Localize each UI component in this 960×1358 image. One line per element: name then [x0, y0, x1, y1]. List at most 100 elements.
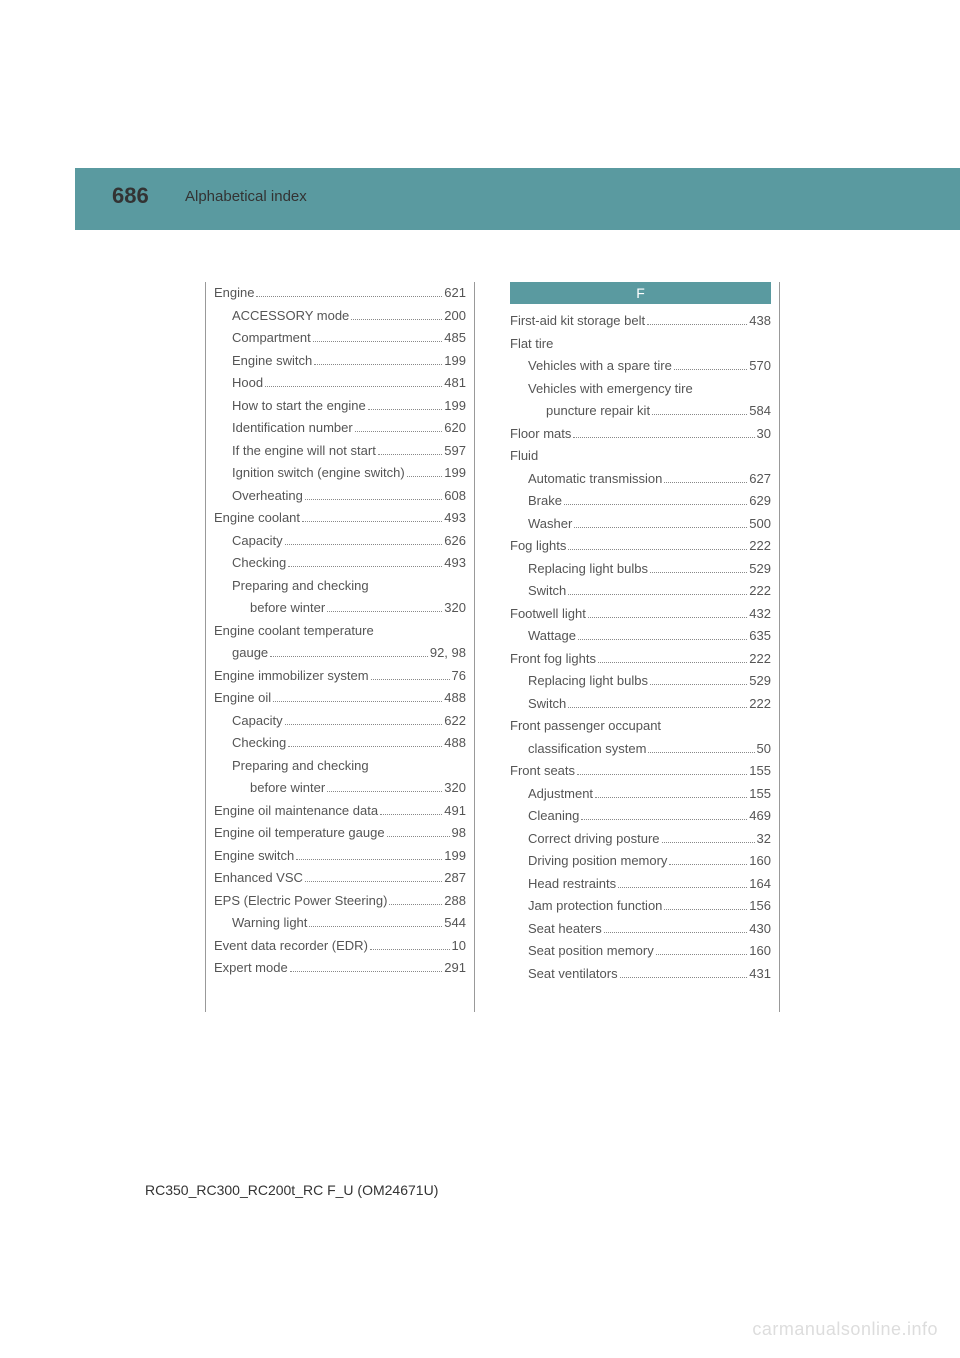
index-entry: Correct driving posture32	[510, 828, 771, 851]
entry-label: gauge	[232, 642, 268, 665]
entry-page: 222	[749, 580, 771, 603]
dot-leader	[568, 549, 747, 550]
index-entry: Engine switch199	[214, 350, 466, 373]
entry-label: Event data recorder (EDR)	[214, 935, 368, 958]
index-entry: Event data recorder (EDR)10	[214, 935, 466, 958]
dot-leader	[285, 544, 443, 545]
dot-leader	[273, 701, 442, 702]
dot-leader	[371, 679, 450, 680]
index-entry: Engine switch199	[214, 845, 466, 868]
entry-label: Capacity	[232, 530, 283, 553]
dot-leader	[650, 684, 747, 685]
index-entry: Enhanced VSC287	[214, 867, 466, 890]
entry-label: Engine oil	[214, 687, 271, 710]
entry-page: 488	[444, 687, 466, 710]
entry-label: Floor mats	[510, 423, 571, 446]
dot-leader	[604, 932, 748, 933]
entry-label: Jam protection function	[528, 895, 662, 918]
index-entry: Switch222	[510, 693, 771, 716]
entry-page: 199	[444, 845, 466, 868]
index-entry: Vehicles with emergency tire	[510, 378, 771, 401]
dot-leader	[387, 836, 450, 837]
index-entry: Wattage 635	[510, 625, 771, 648]
index-entry: How to start the engine199	[214, 395, 466, 418]
dot-leader	[327, 791, 442, 792]
index-entry: Ignition switch (engine switch) 199	[214, 462, 466, 485]
entry-label: Engine	[214, 282, 254, 305]
entry-label: Flat tire	[510, 333, 553, 356]
dot-leader	[378, 454, 442, 455]
index-entry: Preparing and checking	[214, 755, 466, 778]
index-entry: Adjustment155	[510, 783, 771, 806]
index-entry: puncture repair kit584	[510, 400, 771, 423]
dot-leader	[314, 364, 442, 365]
index-entry: Flat tire	[510, 333, 771, 356]
entry-label: EPS (Electric Power Steering)	[214, 890, 387, 913]
index-entry: Replacing light bulbs529	[510, 558, 771, 581]
index-entry: classification system50	[510, 738, 771, 761]
entry-page: 222	[749, 693, 771, 716]
entry-label: Expert mode	[214, 957, 288, 980]
section-header: F	[510, 282, 771, 304]
entry-label: Replacing light bulbs	[528, 558, 648, 581]
dot-leader	[674, 369, 748, 370]
entry-label: Engine immobilizer system	[214, 665, 369, 688]
entry-label: Vehicles with emergency tire	[528, 378, 693, 401]
entry-page: 200	[444, 305, 466, 328]
index-entry: ACCESSORY mode200	[214, 305, 466, 328]
index-entry: Capacity622	[214, 710, 466, 733]
entry-page: 626	[444, 530, 466, 553]
entry-page: 570	[749, 355, 771, 378]
entry-page: 597	[444, 440, 466, 463]
index-entry: Checking488	[214, 732, 466, 755]
entry-page: 430	[749, 918, 771, 941]
index-columns: Engine621ACCESSORY mode200Compartment485…	[205, 282, 780, 1012]
index-entry: gauge92, 98	[214, 642, 466, 665]
dot-leader	[618, 887, 747, 888]
entry-label: Engine coolant	[214, 507, 300, 530]
entry-label: How to start the engine	[232, 395, 366, 418]
entry-label: Identification number	[232, 417, 353, 440]
dot-leader	[309, 926, 442, 927]
entry-label: Wattage	[528, 625, 576, 648]
index-entry: First-aid kit storage belt438	[510, 310, 771, 333]
dot-leader	[305, 499, 442, 500]
dot-leader	[564, 504, 747, 505]
page-number: 686	[112, 183, 149, 209]
index-entry: Footwell light432	[510, 603, 771, 626]
dot-leader	[285, 724, 443, 725]
entry-page: 629	[749, 490, 771, 513]
entry-page: 529	[749, 670, 771, 693]
index-entry: Expert mode291	[214, 957, 466, 980]
entry-label: Ignition switch (engine switch)	[232, 462, 405, 485]
index-entry: Warning light544	[214, 912, 466, 935]
index-entry: Vehicles with a spare tire570	[510, 355, 771, 378]
index-entry: Replacing light bulbs529	[510, 670, 771, 693]
index-entry: Checking493	[214, 552, 466, 575]
index-entry: Seat heaters430	[510, 918, 771, 941]
dot-leader	[351, 319, 442, 320]
entry-label: Overheating	[232, 485, 303, 508]
entry-page: 635	[749, 625, 771, 648]
entry-label: Compartment	[232, 327, 311, 350]
entry-page: 544	[444, 912, 466, 935]
entry-page: 222	[749, 648, 771, 671]
index-entry: Cleaning469	[510, 805, 771, 828]
header-title: Alphabetical index	[185, 188, 307, 205]
index-entry: Overheating608	[214, 485, 466, 508]
index-entry: Identification number620	[214, 417, 466, 440]
entry-label: Fog lights	[510, 535, 566, 558]
dot-leader	[568, 707, 747, 708]
entry-page: 164	[749, 873, 771, 896]
dot-leader	[290, 971, 443, 972]
dot-leader	[355, 431, 443, 432]
dot-leader	[588, 617, 747, 618]
index-entry: Floor mats30	[510, 423, 771, 446]
index-entry: Hood481	[214, 372, 466, 395]
entry-page: 32	[757, 828, 771, 851]
left-column: Engine621ACCESSORY mode200Compartment485…	[205, 282, 475, 1012]
dot-leader	[573, 437, 754, 438]
entry-page: 199	[444, 462, 466, 485]
index-entry: Compartment485	[214, 327, 466, 350]
dot-leader	[620, 977, 748, 978]
